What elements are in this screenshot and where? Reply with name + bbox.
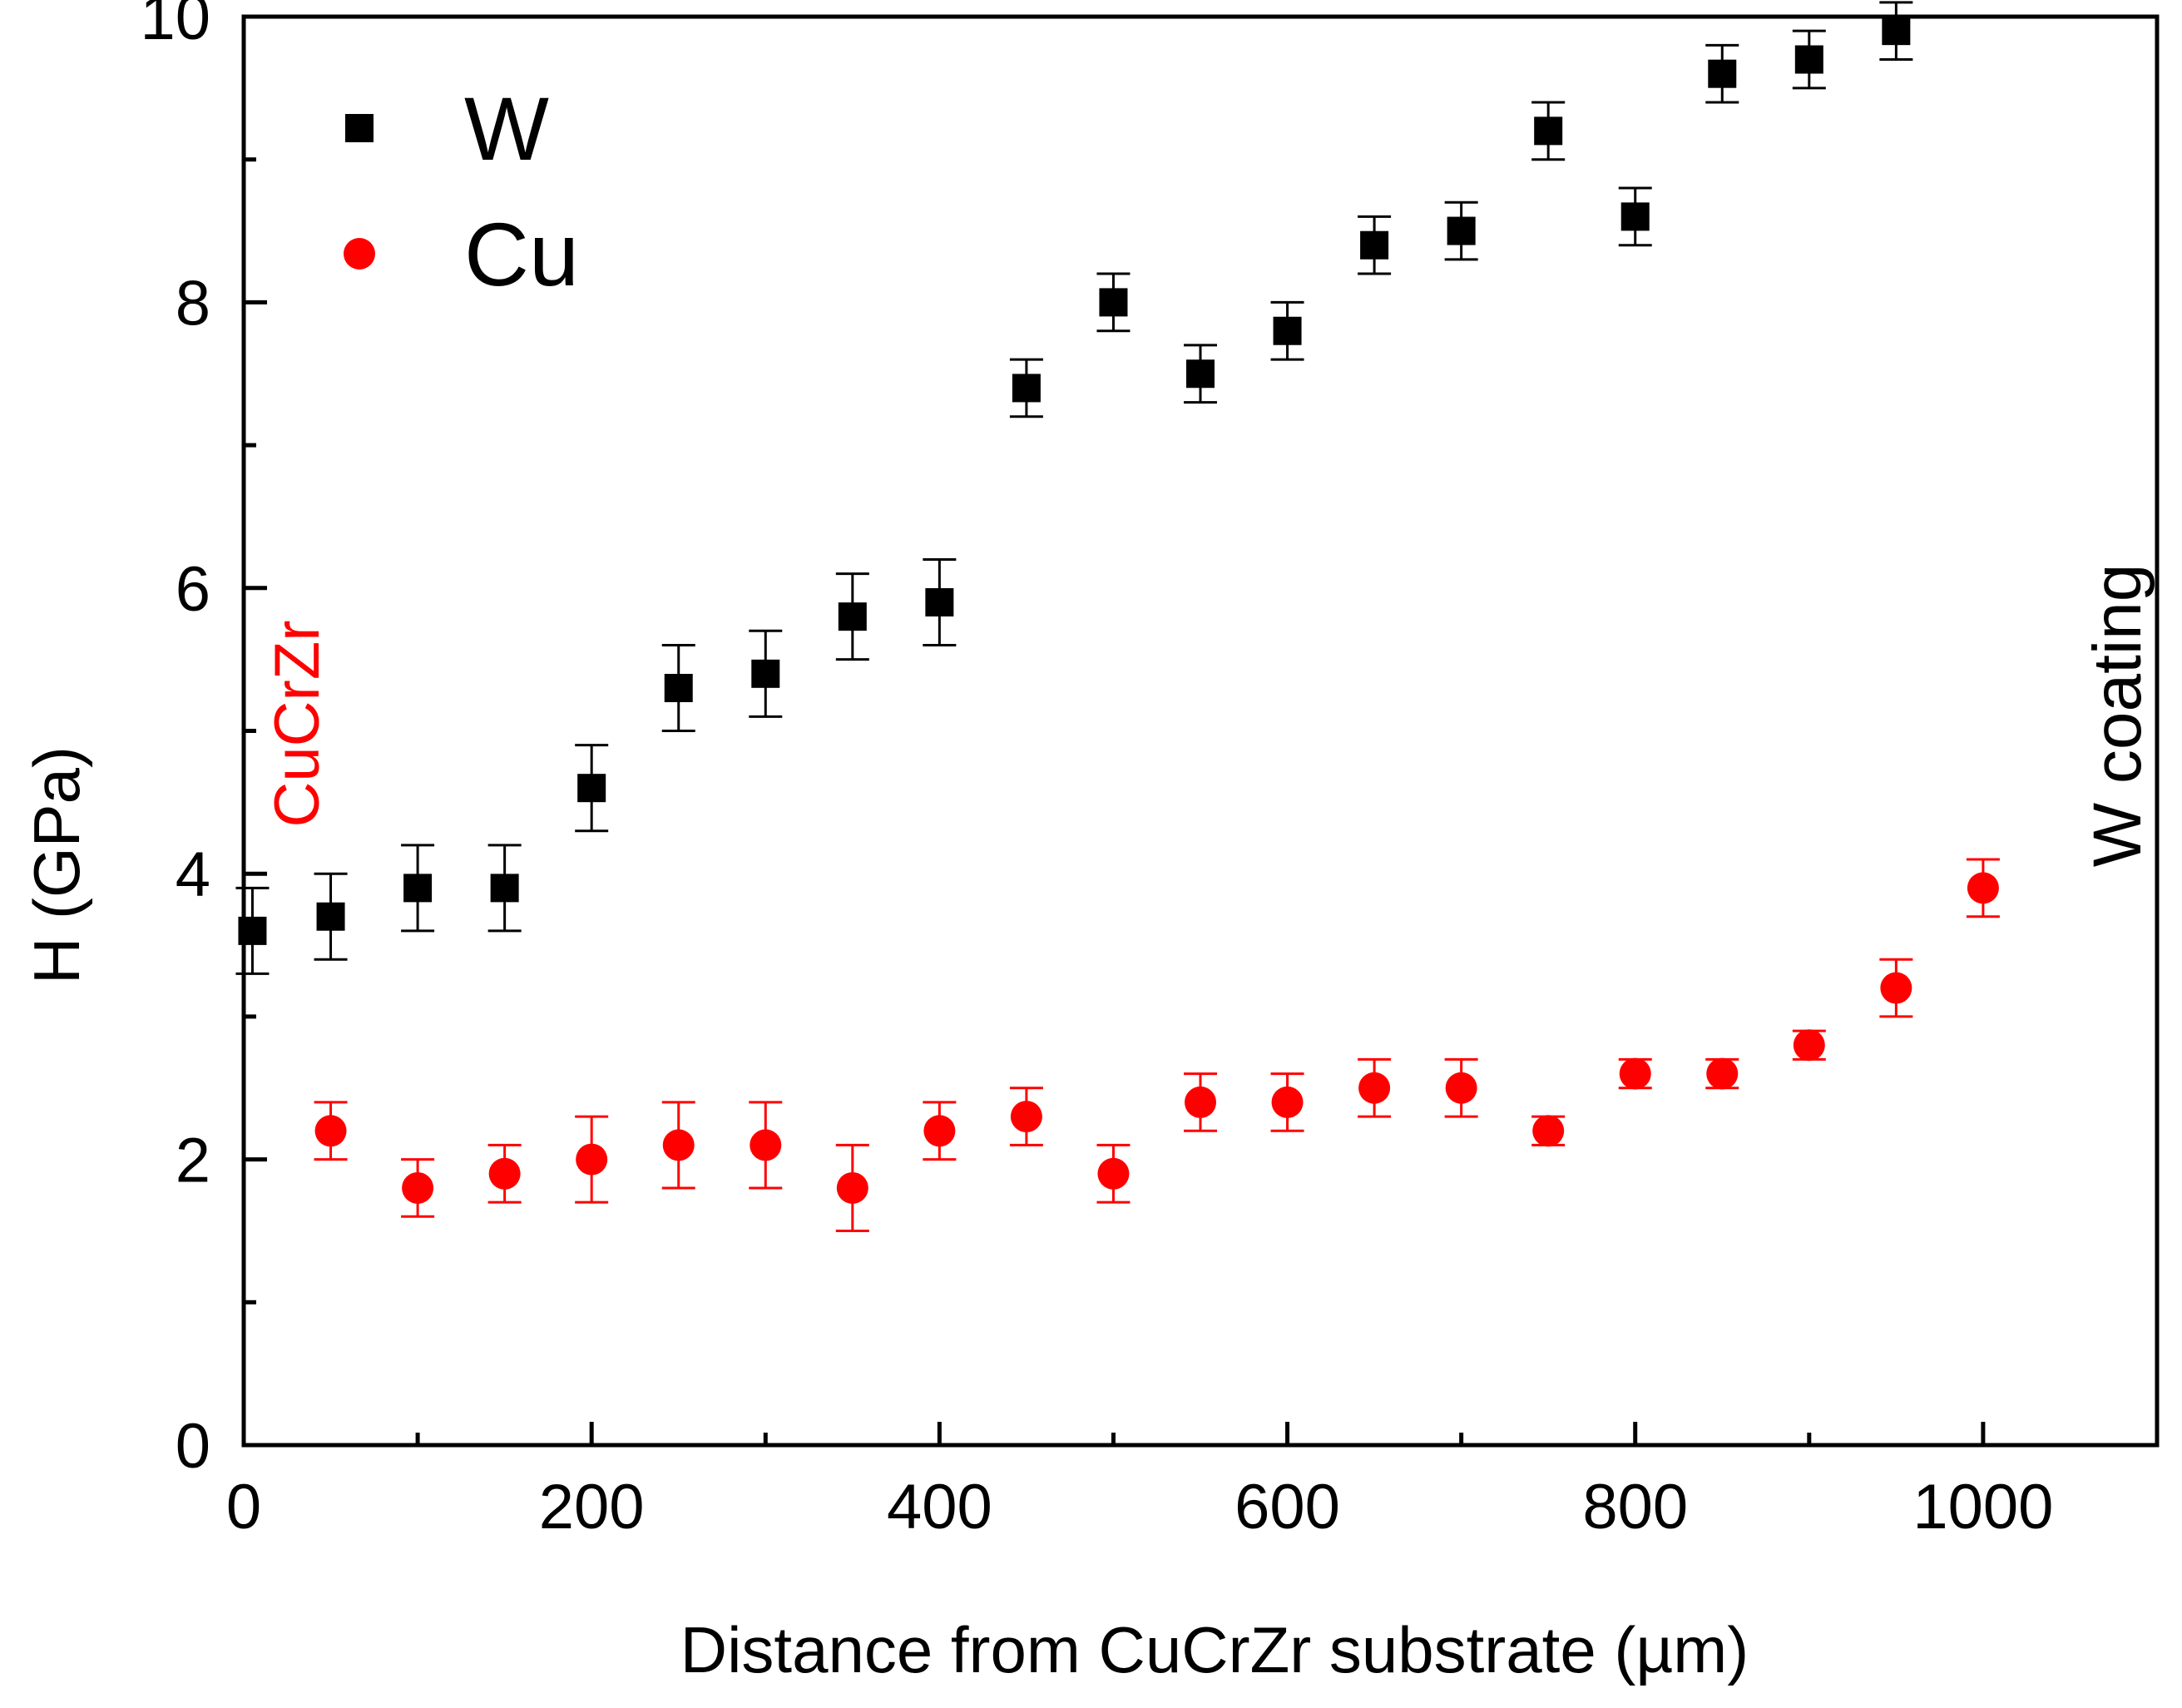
data-point-circle — [662, 1129, 695, 1161]
data-point-square — [577, 774, 606, 803]
data-point-square — [1099, 288, 1128, 317]
axis-ticks: 0 200 400 600 800 1000 0 2 4 6 8 10 — [140, 0, 2053, 1542]
data-point-square — [1708, 59, 1737, 88]
x-tick-label: 800 — [1582, 1472, 1688, 1542]
plot-area — [235, 1, 2000, 1232]
data-point-square — [490, 874, 519, 903]
data-point-circle — [1097, 1157, 1130, 1190]
legend-label: W — [464, 78, 549, 179]
data-point-circle — [1619, 1057, 1651, 1090]
data-point-circle — [1271, 1086, 1304, 1118]
data-point-square — [1186, 359, 1215, 389]
x-axis-label: Distance from CuCrZr substrate (µm) — [680, 1613, 1749, 1686]
data-point-square — [751, 659, 780, 688]
data-point-square — [664, 673, 693, 702]
data-point-circle — [923, 1115, 956, 1147]
y-tick-label: 2 — [176, 1126, 210, 1196]
data-point-circle — [314, 1115, 347, 1147]
legend-label: Cu — [464, 204, 579, 304]
data-point-circle — [576, 1143, 608, 1176]
data-point-square — [1534, 116, 1563, 146]
annotation-w-coating: W coating — [2080, 564, 2155, 868]
data-point-circle — [488, 1157, 521, 1190]
data-point-circle — [1010, 1101, 1042, 1133]
data-point-square — [1882, 17, 1911, 46]
x-tick-label: 1000 — [1912, 1472, 2053, 1542]
data-point-circle — [836, 1171, 868, 1204]
y-tick-label: 10 — [140, 0, 210, 53]
series-w — [235, 1, 1913, 975]
data-point-circle — [1967, 872, 1999, 904]
data-point-circle — [1706, 1057, 1739, 1090]
x-tick-label: 600 — [1234, 1472, 1340, 1542]
data-point-square — [1360, 230, 1389, 260]
data-point-circle — [402, 1171, 434, 1204]
x-tick-label: 200 — [539, 1472, 645, 1542]
data-point-circle — [1185, 1086, 1216, 1118]
y-tick-label: 0 — [176, 1411, 210, 1482]
x-tick-label: 0 — [226, 1472, 261, 1542]
x-tick-label: 400 — [887, 1472, 992, 1542]
data-point-square — [1794, 45, 1823, 74]
data-point-square — [316, 902, 345, 931]
annotation-cucrzr: CuCrZr — [262, 620, 333, 827]
data-point-square — [1620, 202, 1650, 231]
data-point-circle — [1880, 972, 1912, 1004]
legend-marker-circle — [344, 238, 375, 270]
data-point-square — [838, 602, 867, 631]
data-point-circle — [1793, 1029, 1825, 1062]
data-point-square — [925, 587, 954, 616]
legend: W Cu — [344, 78, 579, 304]
data-point-square — [403, 874, 433, 903]
y-tick-label: 8 — [176, 268, 210, 339]
y-tick-label: 6 — [176, 554, 210, 625]
data-point-circle — [1445, 1072, 1477, 1104]
data-point-square — [1273, 316, 1302, 345]
data-point-circle — [1358, 1072, 1391, 1104]
legend-marker-square — [345, 114, 374, 142]
series-cu — [314, 858, 2000, 1232]
y-axis-label: H (GPa) — [20, 746, 93, 984]
data-point-circle — [1532, 1115, 1565, 1147]
data-point-circle — [750, 1129, 782, 1161]
y-tick-label: 4 — [176, 839, 210, 910]
data-point-square — [1447, 216, 1476, 245]
data-point-square — [1012, 374, 1041, 403]
